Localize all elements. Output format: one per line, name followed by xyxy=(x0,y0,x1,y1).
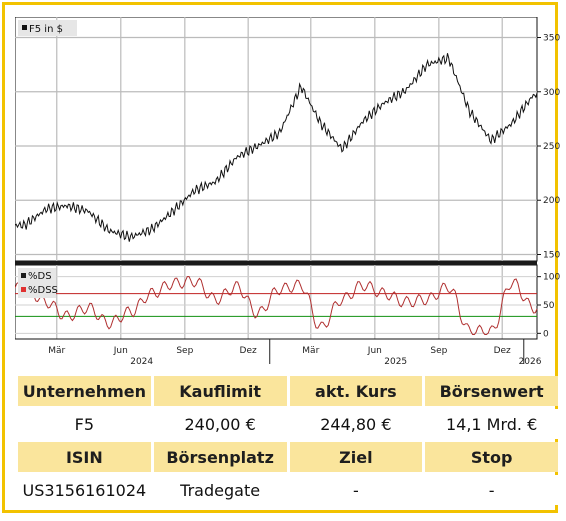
header-market-cap: Börsenwert xyxy=(425,376,558,406)
x-month-label: Dez xyxy=(240,346,257,356)
stoch-ytick-label: 100 xyxy=(543,273,560,283)
stochastic-panel xyxy=(15,264,538,340)
value-exchange: Tradegate xyxy=(153,475,287,505)
stoch-legend-marker-ds xyxy=(21,273,26,278)
table-row: US3156161024 Tradegate - - xyxy=(18,475,558,505)
header-exchange: Börsenplatz xyxy=(153,442,287,472)
x-year-label: 2024 xyxy=(130,357,153,365)
info-table: Unternehmen Kauflimit akt. Kurs Börsenwe… xyxy=(15,373,561,508)
x-month-label: Sep xyxy=(176,346,193,356)
price-ytick-label: 200 xyxy=(543,196,560,206)
value-company: F5 xyxy=(18,409,151,439)
value-current-price: 244,80 € xyxy=(289,409,423,439)
price-ytick-label: 350 xyxy=(543,34,560,44)
value-market-cap: 14,1 Mrd. € xyxy=(425,409,558,439)
value-isin: US3156161024 xyxy=(18,475,151,505)
widget-frame: Mär Jun Sep Dez Mär Jun Sep Dez 2024 2025 2026 150 2… xyxy=(2,2,561,513)
header-isin: ISIN xyxy=(18,442,151,472)
chart-area: Mär Jun Sep Dez Mär Jun Sep Dez 2024 2025 2026 150 2… xyxy=(15,17,561,365)
stoch-ytick-label: 50 xyxy=(543,301,555,311)
header-target: Ziel xyxy=(289,442,423,472)
value-buy-limit: 240,00 € xyxy=(153,409,287,439)
x-month-label: Jun xyxy=(367,346,382,356)
x-month-label: Dez xyxy=(494,346,511,356)
value-stop: - xyxy=(425,475,558,505)
x-month-label: Mär xyxy=(302,346,319,356)
stoch-legend-label-ds: %DS xyxy=(28,271,52,282)
price-ytick-label: 300 xyxy=(543,88,560,98)
panel-separator xyxy=(15,261,537,265)
stoch-legend-label-dss: %DSS xyxy=(28,285,58,296)
header-stop: Stop xyxy=(425,442,558,472)
table-header-row: Unternehmen Kauflimit akt. Kurs Börsenwe… xyxy=(18,376,558,406)
price-legend-label: F5 in $ xyxy=(29,24,63,35)
header-company: Unternehmen xyxy=(18,376,151,406)
table-header-row: ISIN Börsenplatz Ziel Stop xyxy=(18,442,558,472)
value-target: - xyxy=(289,475,423,505)
price-ytick-label: 250 xyxy=(543,142,560,152)
price-legend-marker xyxy=(22,25,27,30)
x-month-label: Mär xyxy=(48,346,65,356)
price-legend-box xyxy=(18,20,77,36)
header-current-price: akt. Kurs xyxy=(289,376,423,406)
stoch-ytick-label: 0 xyxy=(543,329,549,339)
stock-chart: Mär Jun Sep Dez Mär Jun Sep Dez 2024 2025 2026 150 2… xyxy=(15,17,560,365)
x-year-label: 2025 xyxy=(384,357,407,365)
table-row: F5 240,00 € 244,80 € 14,1 Mrd. € xyxy=(18,409,558,439)
x-month-label: Sep xyxy=(430,346,447,356)
header-buy-limit: Kauflimit xyxy=(153,376,287,406)
stochastic-series-line xyxy=(15,275,538,335)
price-series-line xyxy=(15,53,538,242)
x-month-label: Jun xyxy=(113,346,128,356)
price-ytick-label: 150 xyxy=(543,250,560,260)
price-panel xyxy=(15,17,538,262)
x-year-label: 2026 xyxy=(519,357,542,365)
stoch-legend-marker-dss xyxy=(21,287,26,292)
